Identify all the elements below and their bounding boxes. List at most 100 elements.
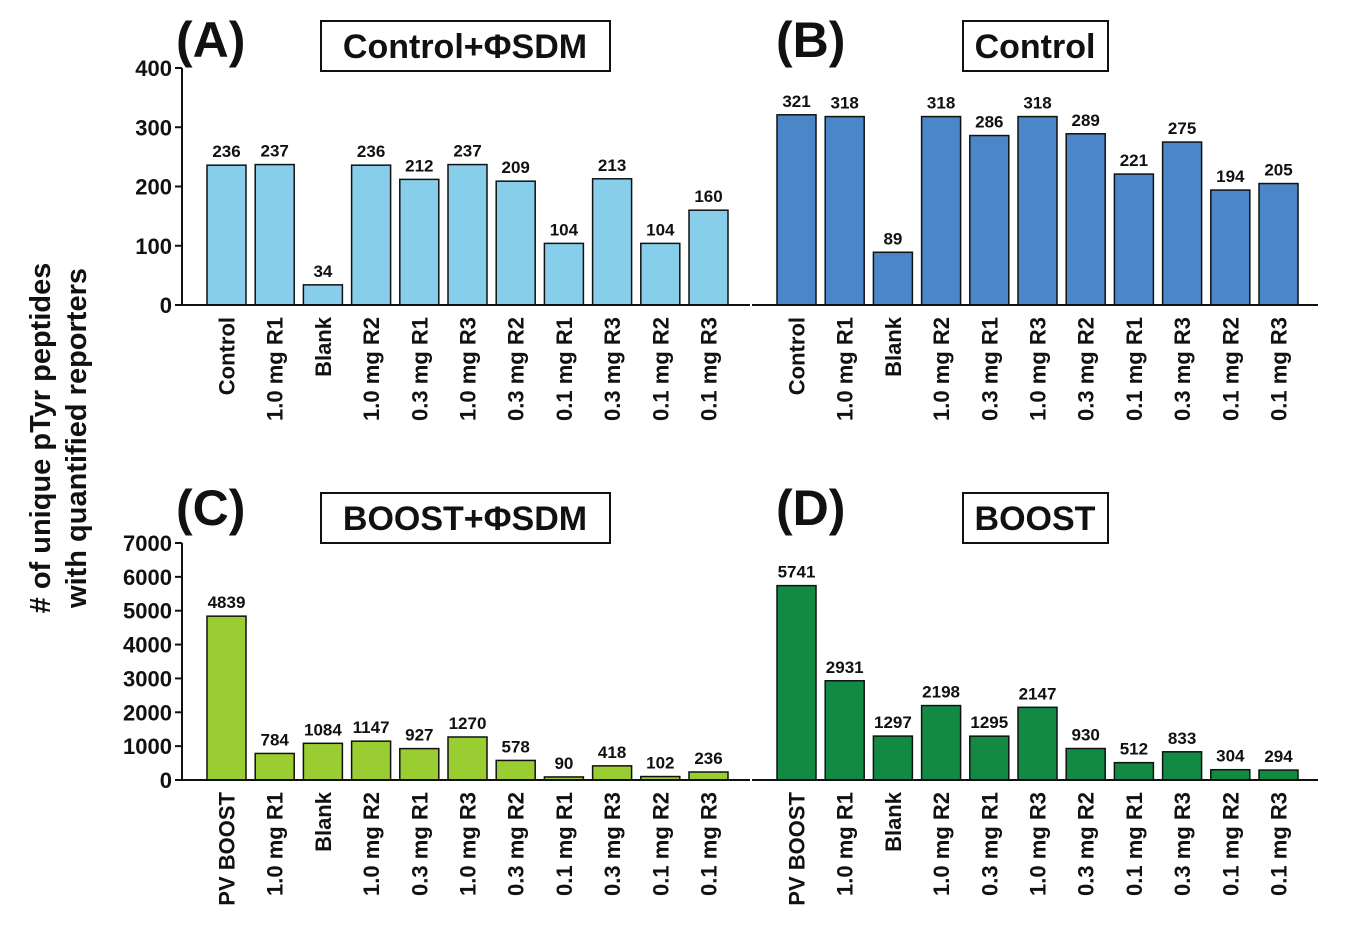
x-tick-label: 0.3 mg R3 (600, 792, 625, 896)
bar (1161, 141, 1203, 306)
bar (1017, 706, 1058, 781)
bar-value-label: 1084 (304, 720, 342, 739)
bar-value-label: 34 (313, 262, 332, 281)
x-tick-label: 0.1 mg R1 (552, 792, 577, 896)
y-tick-label: 0 (160, 293, 172, 318)
bar-value-label: 784 (261, 730, 290, 749)
y-axis-label-line-2: with quantified reporters (61, 268, 93, 609)
x-tick-label: 0.3 mg R1 (977, 317, 1002, 421)
bar-series: 321 Control 318 1.0 mg R1 89 Blank 318 1.0 mg R… (776, 92, 1299, 421)
x-tick-label: 1.0 mg R2 (929, 792, 954, 896)
x-tick-label: 1.0 mg R3 (456, 792, 481, 896)
panel-title: BOOST (975, 500, 1096, 538)
panel-title-box (320, 20, 611, 72)
y-tick-label: 2000 (123, 700, 172, 725)
bar-value-label: 2198 (922, 683, 960, 702)
bar-value-label: 237 (261, 142, 289, 161)
panel-letter: (B) (776, 12, 845, 68)
bar-series: 4839 PV BOOST 784 1.0 mg R1 1084 Blank 1147 1.0… (206, 593, 729, 906)
bar-value-label: 833 (1168, 729, 1196, 748)
x-tick-label: Control (215, 317, 240, 395)
bar-value-label: 236 (212, 142, 240, 161)
bar-value-label: 104 (550, 220, 579, 239)
bar-value-label: 209 (502, 158, 530, 177)
bar-value-label: 418 (598, 743, 626, 762)
x-tick-label: 0.1 mg R2 (1218, 792, 1243, 896)
panel-letter: (D) (776, 480, 845, 536)
y-tick-label: 3000 (123, 666, 172, 691)
panel-title-box (962, 20, 1109, 72)
panel-title: Control (975, 28, 1096, 66)
bar-series: 5741 PV BOOST 2931 1.0 mg R1 1297 Blank 2198 1.… (776, 563, 1299, 906)
bar (1258, 769, 1299, 781)
x-tick-label: 0.3 mg R2 (1074, 792, 1099, 896)
bar (640, 242, 681, 306)
x-tick-label: 1.0 mg R2 (359, 792, 384, 896)
bar-value-label: 512 (1120, 740, 1148, 759)
bar (1017, 115, 1058, 306)
x-tick-label: 0.1 mg R2 (1218, 317, 1243, 421)
x-tick-label: 0.1 mg R1 (1122, 317, 1147, 421)
x-tick-label: Blank (311, 316, 336, 377)
bar-value-label: 5741 (778, 563, 816, 582)
bar-value-label: 1297 (874, 713, 912, 732)
y-tick-label: 1000 (123, 734, 172, 759)
bar-value-label: 1147 (353, 718, 390, 737)
x-tick-label: Blank (311, 791, 336, 852)
bar-value-label: 578 (502, 737, 530, 756)
bar-value-label: 927 (405, 726, 433, 745)
panel-b: (B) Control 321 Control 318 1.0 mg R1 89 Blan… (752, 12, 1318, 421)
bar (969, 134, 1010, 306)
bar (1210, 189, 1251, 306)
x-tick-label: 1.0 mg R3 (456, 317, 481, 421)
x-tick-label: 0.3 mg R1 (407, 317, 432, 421)
x-tick-label: 1.0 mg R3 (1026, 317, 1051, 421)
y-tick-label: 100 (135, 234, 172, 259)
bar-series: 236 Control 237 1.0 mg R1 34 Blank 236 1.0 mg R… (206, 142, 729, 421)
bar (399, 178, 440, 306)
y-tick-label: 7000 (123, 531, 172, 556)
bar (543, 242, 585, 306)
x-tick-label: 0.3 mg R2 (504, 317, 529, 421)
bar-value-label: 102 (646, 754, 674, 773)
x-tick-label: Blank (881, 791, 906, 852)
panel-d: (D) BOOST 5741 PV BOOST 2931 1.0 mg R1 1297 B… (752, 480, 1318, 906)
bar (350, 164, 392, 306)
panel-a: (A) Control+ΦSDM 236 Control 237 1.0 mg R1 3… (135, 12, 750, 421)
x-tick-label: Control (785, 317, 810, 395)
x-tick-label: 1.0 mg R2 (359, 317, 384, 421)
bar (824, 680, 865, 781)
bar-value-label: 1295 (970, 713, 1008, 732)
bar-value-label: 4839 (208, 593, 246, 612)
bar (254, 752, 295, 781)
bar-value-label: 194 (1216, 167, 1245, 186)
y-axis-label: # of unique pTyr peptides with quantifie… (25, 263, 93, 614)
bar (688, 771, 729, 781)
bar (1161, 751, 1203, 781)
x-tick-label: 1.0 mg R3 (1026, 792, 1051, 896)
bar-value-label: 2931 (826, 658, 864, 677)
x-tick-label: 0.3 mg R3 (1170, 317, 1195, 421)
bar-value-label: 221 (1120, 151, 1148, 170)
bar-value-label: 318 (831, 94, 859, 113)
bar (302, 284, 344, 306)
bar (1065, 747, 1106, 781)
bar (1065, 133, 1106, 306)
bar (872, 251, 914, 306)
x-tick-label: 0.1 mg R1 (1122, 792, 1147, 896)
bar (969, 735, 1010, 781)
bar (302, 742, 344, 781)
x-tick-label: 0.3 mg R3 (1170, 792, 1195, 896)
panel-title: Control+ΦSDM (343, 28, 587, 66)
y-tick-label: 6000 (123, 565, 172, 590)
bar-value-label: 212 (405, 156, 433, 175)
panel-letter: (A) (176, 12, 245, 68)
x-tick-label: 0.1 mg R3 (697, 317, 722, 421)
bar-value-label: 89 (883, 229, 902, 248)
panel-title: BOOST+ΦSDM (343, 500, 587, 538)
bar-value-label: 90 (554, 754, 573, 773)
bar (920, 704, 962, 781)
bar-value-label: 321 (782, 92, 810, 111)
panel-title-box (320, 492, 611, 544)
